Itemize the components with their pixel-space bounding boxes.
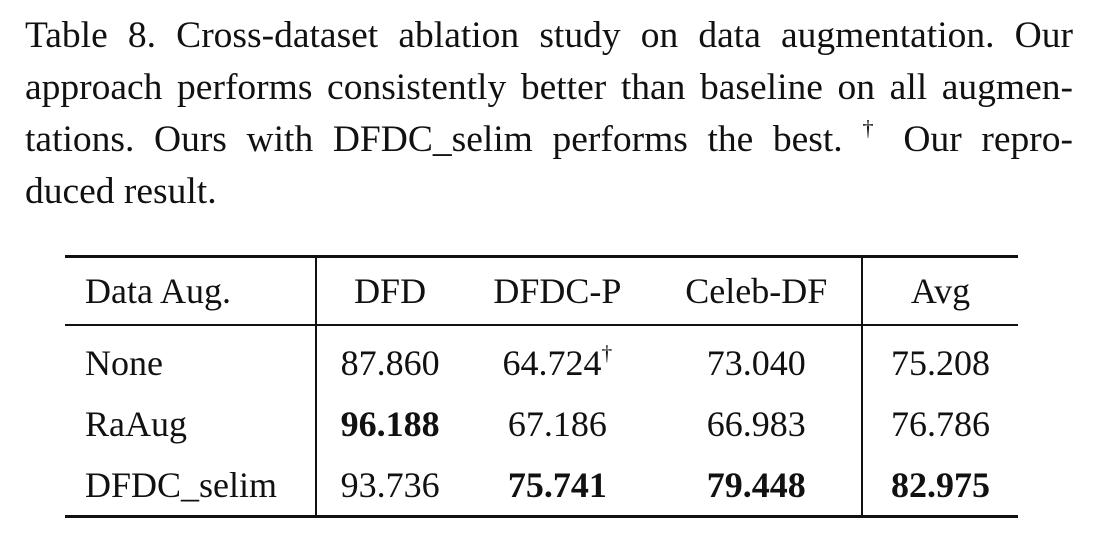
header-dfdc-p: DFDC-P: [463, 256, 652, 326]
caption-line-2: approach performs consistently better th…: [25, 67, 1073, 108]
row-label: DFDC_selim: [65, 454, 317, 517]
cell-dfdc-p: 64.724†: [463, 325, 651, 393]
cell-avg: 75.208: [861, 325, 1018, 393]
cell-avg: 82.975: [861, 454, 1018, 517]
table-row: DFDC_selim 93.736 75.741 79.448 82.975: [65, 454, 1018, 517]
bold-value: 79.448: [706, 464, 806, 505]
table-caption: Table 8. Cross-dataset ablation study on…: [25, 10, 1073, 218]
caption-line-1: Table 8. Cross-dataset ablation study on…: [25, 15, 1073, 56]
bold-value: 82.975: [891, 464, 990, 505]
cell-dfd: 96.188: [316, 393, 463, 454]
cell-dfd: 87.860: [340, 342, 440, 383]
ablation-table: Data Aug. DFD DFDC-P Celeb-DF Avg None 8…: [65, 255, 1018, 518]
cell-dfdc-p: 67.186: [507, 403, 607, 444]
header-row: Data Aug. DFD DFDC-P Celeb-DF Avg: [65, 256, 1018, 326]
caption-line-3: tations. Ours with DFDC_selim performs t…: [25, 114, 1073, 166]
header-celeb-df: Celeb-DF: [651, 256, 862, 326]
cell-celeb-df: 73.040: [706, 342, 806, 383]
cell-celeb-df: 79.448: [652, 454, 862, 517]
dagger-mark: †: [601, 340, 613, 365]
cell-dfd: 93.736: [340, 464, 440, 505]
cell-value: 64.724: [502, 342, 602, 383]
caption-line-3-text: tations. Ours with DFDC_selim performs t…: [25, 119, 843, 160]
cell-dfdc-p: 75.741: [463, 454, 651, 517]
caption-line-3-tail: Our repro-: [883, 119, 1073, 160]
table-row: None 87.860 64.724† 73.040 75.208: [65, 325, 1018, 393]
table-row: RaAug 96.188 67.186 66.983 76.786: [65, 393, 1018, 454]
row-label: None: [65, 325, 317, 393]
cell-avg: 76.786: [861, 393, 1018, 454]
caption-line-4: duced result.: [25, 171, 217, 212]
dagger-mark: †: [862, 115, 884, 141]
row-label: RaAug: [65, 393, 317, 454]
bold-value: 75.741: [507, 464, 607, 505]
header-dfd: DFD: [316, 256, 464, 326]
bold-value: 96.188: [340, 403, 440, 444]
header-avg: Avg: [861, 256, 1018, 326]
cell-celeb-df: 66.983: [706, 403, 806, 444]
header-data-aug: Data Aug.: [65, 256, 317, 326]
